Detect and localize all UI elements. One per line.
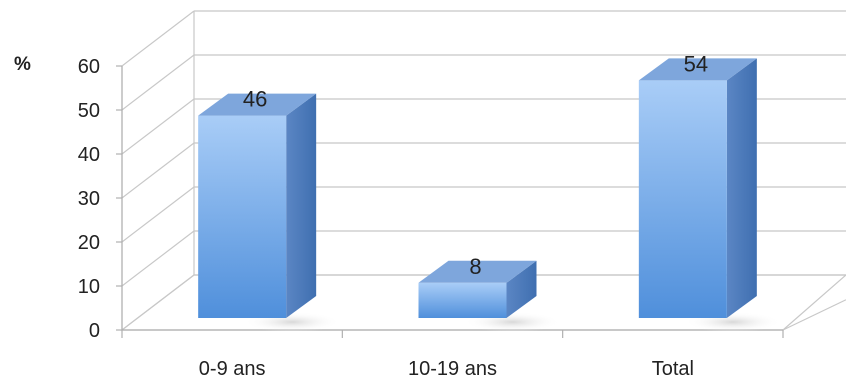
y-tick-label: 20 <box>78 232 100 254</box>
y-tick-label: 30 <box>78 188 100 210</box>
gridline-wall <box>121 54 195 111</box>
data-label: 54 <box>684 51 708 76</box>
y-tick-label: 50 <box>78 100 100 122</box>
gridline-wall <box>121 10 195 67</box>
data-label: 8 <box>469 254 481 279</box>
axes <box>116 65 784 338</box>
floor-edge <box>782 299 846 331</box>
y-tick-label: 60 <box>78 56 100 78</box>
bar-top <box>198 93 317 116</box>
bar <box>638 80 727 319</box>
x-category-label: 0-9 ans <box>199 358 266 380</box>
bar <box>198 115 287 318</box>
x-category-label: 10-19 ans <box>408 358 497 380</box>
labels: % 0 10 20 30 40 50 60 46 0-9 ans 8 10-19 ans 54 Tota… <box>14 51 708 380</box>
y-tick-label: 10 <box>78 276 100 298</box>
gridline-wall <box>121 142 195 199</box>
bars <box>198 58 782 332</box>
data-label: 46 <box>243 87 267 112</box>
gridline-wall <box>121 98 195 155</box>
y-tick-label: 0 <box>89 320 100 342</box>
bar-side <box>726 58 757 319</box>
gridline-wall <box>121 186 195 243</box>
y-unit-label: % <box>14 54 31 75</box>
gridline-wall <box>121 230 195 287</box>
y-tick-label: 40 <box>78 144 100 166</box>
bar <box>418 282 507 318</box>
x-category-label: Total <box>652 358 694 380</box>
bar-top <box>418 260 537 283</box>
bar-side <box>286 93 317 318</box>
bar-side <box>506 260 537 318</box>
bar-top <box>638 58 757 81</box>
